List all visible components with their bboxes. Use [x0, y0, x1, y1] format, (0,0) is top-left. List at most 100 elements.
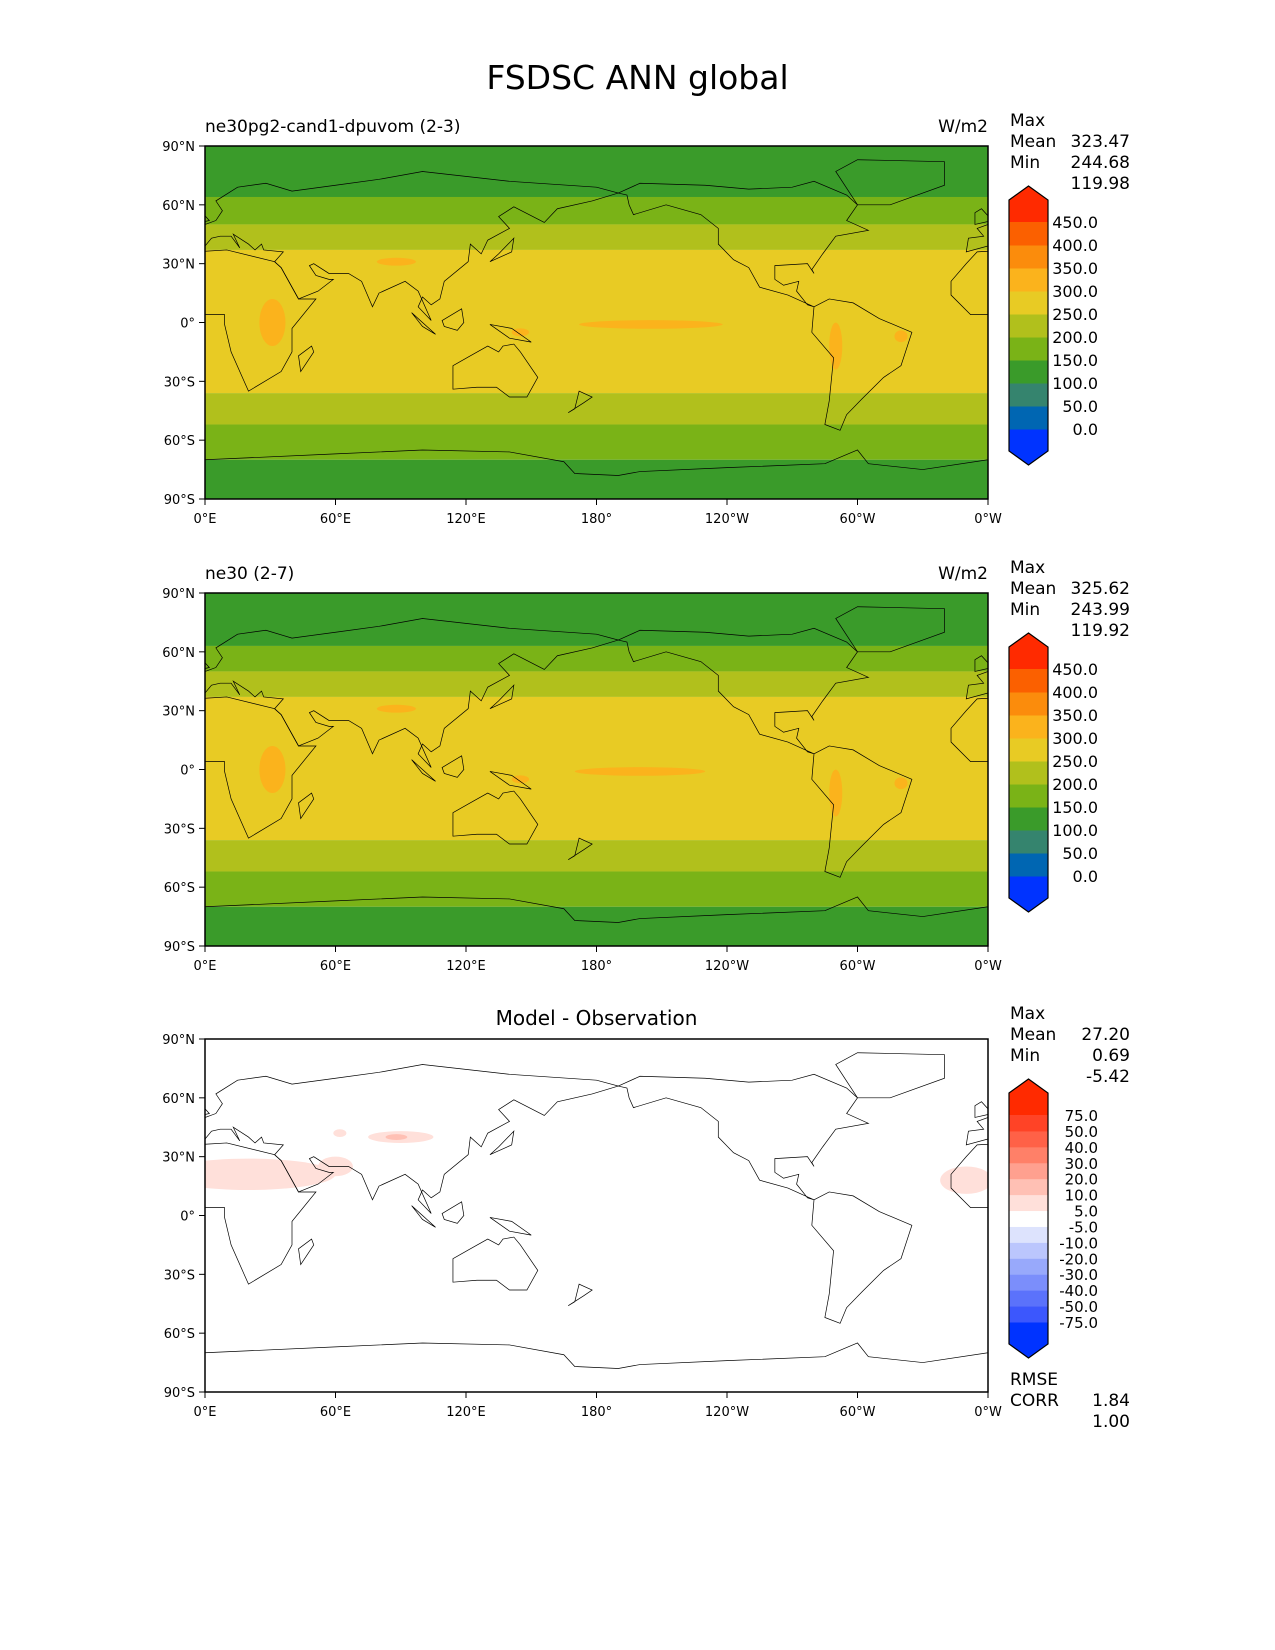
map-field — [205, 593, 988, 946]
colorbar-tick-label: 50.0 — [1062, 397, 1098, 416]
colorbar-box — [1009, 337, 1048, 361]
colorbar-tick-label: 350.0 — [1052, 706, 1098, 725]
contour-region — [376, 257, 416, 266]
colorbar-tick-label: -30.0 — [1059, 1266, 1098, 1284]
coastlines — [205, 159, 988, 499]
map-panel-2: 90°N 60°N 30°N 0° 30°S 60°S 90°S 0°E 60°E 120°E 18… — [162, 587, 1098, 974]
panel-title: ne30 (2-7) — [205, 564, 295, 584]
colorbar-tick-label: 300.0 — [1052, 729, 1098, 748]
contour-band — [205, 1039, 988, 1392]
colorbar-tick-label: 200.0 — [1052, 775, 1098, 794]
panel-title: ne30pg2-cand1-dpuvom (2-3) — [205, 117, 461, 137]
lat-tick-label: 60°S — [164, 881, 195, 896]
stat-row: Mean 244.68 — [1010, 132, 1130, 173]
map-field — [205, 146, 988, 499]
colorbar-box — [1009, 761, 1048, 785]
lon-tick-label: 60°W — [840, 1405, 876, 1420]
colorbar-tick-label: 100.0 — [1052, 821, 1098, 840]
stat-label: Max — [1010, 558, 1046, 578]
lon-tick-label: 120°W — [705, 959, 749, 974]
stat-value: -5.42 — [1086, 1067, 1130, 1087]
stat-value: 1.84 — [1092, 1391, 1130, 1411]
stat-row: Min 119.98 — [1010, 153, 1130, 194]
colorbar-box — [1009, 807, 1048, 831]
colorbar-tick-label: 20.0 — [1065, 1171, 1098, 1189]
lon-tick-label: 180° — [581, 1405, 612, 1420]
lat-tick-label: 30°S — [164, 1268, 195, 1283]
stat-label: Max — [1010, 1004, 1046, 1024]
colorbar-tick-label: -40.0 — [1059, 1282, 1098, 1300]
colorbar-box — [1009, 406, 1048, 430]
figure-title: FSDSC ANN global — [486, 58, 789, 97]
stat-row: Min -5.42 — [1010, 1046, 1130, 1087]
map-panel-3: 90°N 60°N 30°N 0° 30°S 60°S 90°S 0°E 60°E 120°E 18… — [162, 1033, 1098, 1420]
colorbar-tick-label: 5.0 — [1074, 1203, 1098, 1221]
colorbar-box — [1009, 692, 1048, 716]
lat-tick-label: 30°N — [162, 705, 195, 720]
contour-band — [205, 459, 988, 499]
lat-tick-label: 0° — [180, 1210, 195, 1225]
colorbar-tick-label: 50.0 — [1065, 1123, 1098, 1141]
colorbar-box — [1009, 1274, 1048, 1291]
contour-band — [205, 224, 988, 250]
lat-tick-label: 60°S — [164, 1327, 195, 1342]
lat-tick-label: 90°S — [164, 1386, 195, 1401]
colorbar-tick-label: -75.0 — [1059, 1314, 1098, 1332]
stat-value: 27.20 — [1081, 1025, 1130, 1045]
colorbar-tick-label: 450.0 — [1052, 213, 1098, 232]
lon-tick-label: 0°W — [974, 959, 1002, 974]
stat-row: RMSE 1.84 — [1010, 1370, 1130, 1411]
stat-row: Min 119.92 — [1010, 600, 1130, 641]
lon-tick-label: 120°E — [446, 1405, 486, 1420]
colorbar-extend-min — [1009, 1322, 1048, 1358]
coastlines — [205, 606, 988, 946]
contour-region — [511, 775, 530, 784]
colorbar-tick-label: -5.0 — [1069, 1218, 1098, 1236]
contour-region — [259, 745, 286, 794]
colorbar-extend-max — [1009, 633, 1048, 669]
contour-band — [205, 393, 988, 425]
contour-band — [205, 249, 988, 394]
stat-row: Max 323.47 — [1010, 111, 1130, 152]
stat-label: CORR — [1010, 1391, 1059, 1411]
lat-tick-label: 0° — [180, 764, 195, 779]
contour-band — [205, 196, 988, 225]
contour-region — [894, 330, 908, 343]
contour-band — [205, 593, 988, 646]
colorbar-tick-label: 300.0 — [1052, 282, 1098, 301]
colorbar-tick-label: 0.0 — [1073, 867, 1098, 886]
stat-value: 0.69 — [1092, 1046, 1130, 1066]
colorbar-extend-max — [1009, 186, 1048, 222]
stat-value: 323.47 — [1070, 132, 1130, 152]
colorbar-box — [1009, 1226, 1048, 1243]
colorbar-box — [1009, 360, 1048, 384]
contour-band — [205, 645, 988, 672]
colorbar-tick-label: 30.0 — [1065, 1155, 1098, 1173]
colorbar-tick-label: 400.0 — [1052, 236, 1098, 255]
colorbar-tick-label: 400.0 — [1052, 683, 1098, 702]
contour-band — [205, 146, 988, 197]
stat-label: Min — [1010, 600, 1041, 620]
colorbar-tick-label: 150.0 — [1052, 351, 1098, 370]
stat-label: Mean — [1010, 1025, 1057, 1045]
panel-center-title: Model - Observation — [495, 1006, 698, 1030]
lon-tick-label: 0°W — [974, 512, 1002, 527]
colorbar-box — [1009, 245, 1048, 269]
contour-region — [259, 298, 286, 347]
colorbar-tick-label: 40.0 — [1065, 1139, 1098, 1157]
colorbar-box — [1009, 738, 1048, 762]
coastlines — [205, 1052, 988, 1392]
colorbar-box — [1009, 830, 1048, 854]
colorbar-tick-label: 200.0 — [1052, 328, 1098, 347]
colorbar-tick-label: -50.0 — [1059, 1298, 1098, 1316]
contour-region — [333, 1129, 347, 1138]
colorbar-box — [1009, 1290, 1048, 1307]
colorbar-tick-label: 0.0 — [1073, 420, 1098, 439]
lon-tick-label: 0°E — [194, 1405, 217, 1420]
contour-region — [511, 328, 530, 337]
colorbar-box — [1009, 222, 1048, 246]
colorbar-extend-min — [1009, 429, 1048, 465]
lon-tick-label: 0°W — [974, 1405, 1002, 1420]
stat-label: Max — [1010, 111, 1046, 131]
lat-tick-label: 30°N — [162, 1151, 195, 1166]
